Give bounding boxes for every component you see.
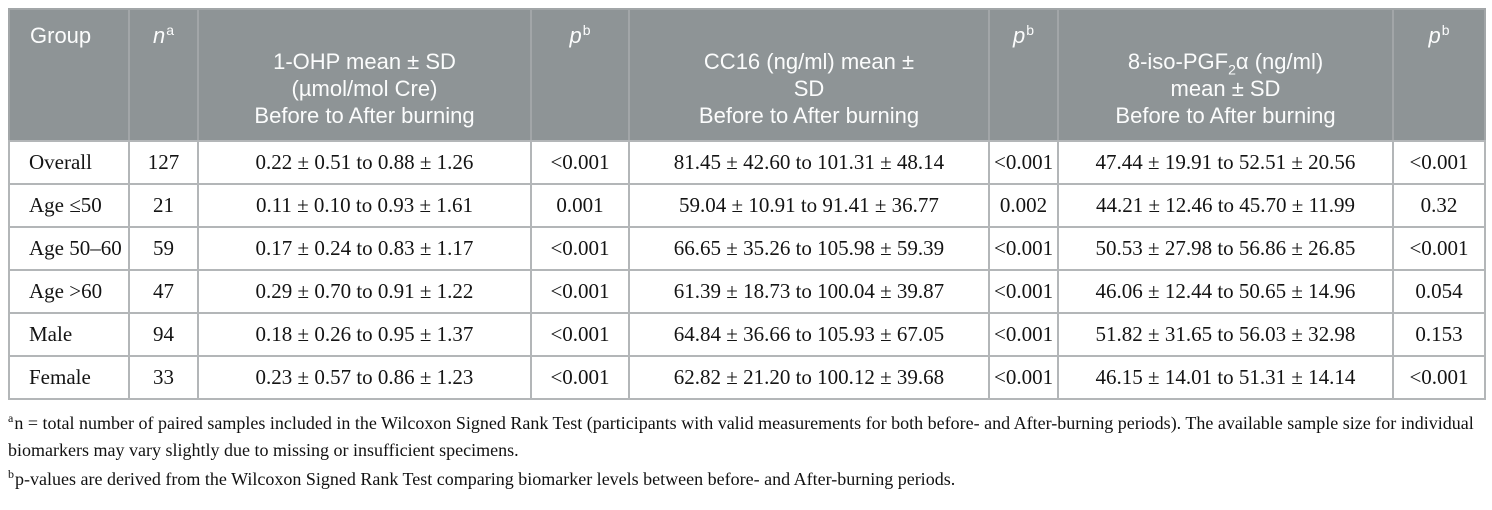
header-p-superscript: b xyxy=(582,21,591,38)
header-1ohp-line3: Before to After burning xyxy=(254,102,475,128)
header-1ohp-line2: (µmol/mol Cre) xyxy=(291,75,438,101)
table-row-age-50-60: Age 50–60 59 0.17 ± 0.24 to 0.83 ± 1.17 … xyxy=(8,226,1486,271)
cell-1ohp: 0.22 ± 0.51 to 0.88 ± 1.26 xyxy=(197,140,532,185)
cell-p-1ohp: <0.001 xyxy=(530,226,630,271)
header-p-label: p xyxy=(1012,23,1026,48)
header-8iso-line3: Before to After burning xyxy=(1115,102,1336,128)
cell-p-1ohp: <0.001 xyxy=(530,312,630,357)
cell-1ohp: 0.23 ± 0.57 to 0.86 ± 1.23 xyxy=(197,355,532,400)
header-8iso-line2: mean ± SD xyxy=(1170,75,1281,101)
cell-8iso-pgf2a: 47.44 ± 19.91 to 52.51 ± 20.56 xyxy=(1057,140,1394,185)
header-n-label: n xyxy=(152,23,166,48)
table-body: Overall 127 0.22 ± 0.51 to 0.88 ± 1.26 <… xyxy=(8,140,1486,400)
cell-n: 94 xyxy=(128,312,199,357)
cell-p-1ohp: <0.001 xyxy=(530,355,630,400)
header-p-8iso: pb xyxy=(1392,8,1486,142)
cell-p-cc16: <0.001 xyxy=(988,355,1059,400)
header-cc16-line2: SD xyxy=(793,75,825,101)
cell-1ohp: 0.29 ± 0.70 to 0.91 ± 1.22 xyxy=(197,269,532,314)
footnote-b-text: p-values are derived from the Wilcoxon S… xyxy=(15,469,956,489)
header-p-label: p xyxy=(1428,23,1441,48)
cell-p-cc16: <0.001 xyxy=(988,226,1059,271)
cell-p-8iso: 0.054 xyxy=(1392,269,1486,314)
footnote-a: an = total number of paired samples incl… xyxy=(8,410,1482,464)
cell-n: 21 xyxy=(128,183,199,228)
cell-cc16: 59.04 ± 10.91 to 91.41 ± 36.77 xyxy=(628,183,990,228)
table-row-overall: Overall 127 0.22 ± 0.51 to 0.88 ± 1.26 <… xyxy=(8,140,1486,185)
header-p-superscript: b xyxy=(1026,21,1035,38)
cell-1ohp: 0.18 ± 0.26 to 0.95 ± 1.37 xyxy=(197,312,532,357)
header-8iso-subscript: 2 xyxy=(1228,60,1236,77)
cell-n: 47 xyxy=(128,269,199,314)
table-row-female: Female 33 0.23 ± 0.57 to 0.86 ± 1.23 <0.… xyxy=(8,355,1486,400)
cell-p-1ohp: 0.001 xyxy=(530,183,630,228)
header-8iso-post: α (ng/ml) xyxy=(1235,48,1324,74)
header-cc16: CC16 (ng/ml) mean ± SD Before to After b… xyxy=(628,8,990,142)
header-p-cc16: pb xyxy=(988,8,1059,142)
cell-p-8iso: <0.001 xyxy=(1392,355,1486,400)
cell-8iso-pgf2a: 44.21 ± 12.46 to 45.70 ± 11.99 xyxy=(1057,183,1394,228)
table-row-male: Male 94 0.18 ± 0.26 to 0.95 ± 1.37 <0.00… xyxy=(8,312,1486,357)
cell-p-8iso: <0.001 xyxy=(1392,140,1486,185)
cell-cc16: 66.65 ± 35.26 to 105.98 ± 59.39 xyxy=(628,226,990,271)
header-row: Group na 1-OHP mean ± SD (µmol/mol Cre) … xyxy=(8,8,1486,142)
header-p-label: p xyxy=(569,23,582,48)
header-n: na xyxy=(128,8,199,142)
header-cc16-line3: Before to After burning xyxy=(698,102,920,128)
header-8iso-pgf2a: 8-iso-PGF2α (ng/ml) mean ± SD Before to … xyxy=(1057,8,1394,142)
cell-n: 59 xyxy=(128,226,199,271)
cell-group: Age ≤50 xyxy=(8,183,130,228)
cell-p-cc16: <0.001 xyxy=(988,140,1059,185)
footnote-b: bp-values are derived from the Wilcoxon … xyxy=(8,466,1482,493)
footnote-a-text: n = total number of paired samples inclu… xyxy=(8,413,1474,460)
cell-group: Female xyxy=(8,355,130,400)
footnote-a-marker: a xyxy=(8,411,14,425)
table-row-age-gt60: Age >60 47 0.29 ± 0.70 to 0.91 ± 1.22 <0… xyxy=(8,269,1486,314)
cell-8iso-pgf2a: 50.53 ± 27.98 to 56.86 ± 26.85 xyxy=(1057,226,1394,271)
cell-p-cc16: <0.001 xyxy=(988,269,1059,314)
table-header: Group na 1-OHP mean ± SD (µmol/mol Cre) … xyxy=(8,8,1486,142)
cell-cc16: 62.82 ± 21.20 to 100.12 ± 39.68 xyxy=(628,355,990,400)
cell-1ohp: 0.17 ± 0.24 to 0.83 ± 1.17 xyxy=(197,226,532,271)
table-footnotes: an = total number of paired samples incl… xyxy=(8,410,1482,493)
cell-p-cc16: 0.002 xyxy=(988,183,1059,228)
table-row-age-le50: Age ≤50 21 0.11 ± 0.10 to 0.93 ± 1.61 0.… xyxy=(8,183,1486,228)
cell-cc16: 81.45 ± 42.60 to 101.31 ± 48.14 xyxy=(628,140,990,185)
header-8iso-pre: 8-iso-PGF xyxy=(1127,48,1229,74)
cell-p-1ohp: <0.001 xyxy=(530,269,630,314)
cell-p-8iso: <0.001 xyxy=(1392,226,1486,271)
header-1ohp-line1: 1-OHP mean ± SD xyxy=(273,48,456,74)
header-n-superscript: a xyxy=(166,21,175,38)
cell-p-8iso: 0.153 xyxy=(1392,312,1486,357)
header-p-1ohp: pb xyxy=(530,8,630,142)
cell-n: 127 xyxy=(128,140,199,185)
header-p-superscript: b xyxy=(1441,21,1450,38)
header-8iso-line1: 8-iso-PGF2α (ng/ml) xyxy=(1065,48,1386,77)
cell-p-cc16: <0.001 xyxy=(988,312,1059,357)
cell-8iso-pgf2a: 51.82 ± 31.65 to 56.03 ± 32.98 xyxy=(1057,312,1394,357)
cell-cc16: 61.39 ± 18.73 to 100.04 ± 39.87 xyxy=(628,269,990,314)
cell-1ohp: 0.11 ± 0.10 to 0.93 ± 1.61 xyxy=(197,183,532,228)
cell-group: Age 50–60 xyxy=(8,226,130,271)
header-group: Group xyxy=(8,8,130,142)
cell-group: Male xyxy=(8,312,130,357)
header-1ohp: 1-OHP mean ± SD (µmol/mol Cre) Before to… xyxy=(197,8,532,142)
cell-p-1ohp: <0.001 xyxy=(530,140,630,185)
cell-cc16: 64.84 ± 36.66 to 105.93 ± 67.05 xyxy=(628,312,990,357)
cell-n: 33 xyxy=(128,355,199,400)
biomarker-table-container: Group na 1-OHP mean ± SD (µmol/mol Cre) … xyxy=(8,8,1486,400)
footnote-b-marker: b xyxy=(8,467,14,481)
cell-8iso-pgf2a: 46.15 ± 14.01 to 51.31 ± 14.14 xyxy=(1057,355,1394,400)
cell-group: Overall xyxy=(8,140,130,185)
header-cc16-line1: CC16 (ng/ml) mean ± xyxy=(703,48,915,74)
biomarker-table: Group na 1-OHP mean ± SD (µmol/mol Cre) … xyxy=(8,8,1486,400)
cell-p-8iso: 0.32 xyxy=(1392,183,1486,228)
cell-8iso-pgf2a: 46.06 ± 12.44 to 50.65 ± 14.96 xyxy=(1057,269,1394,314)
cell-group: Age >60 xyxy=(8,269,130,314)
